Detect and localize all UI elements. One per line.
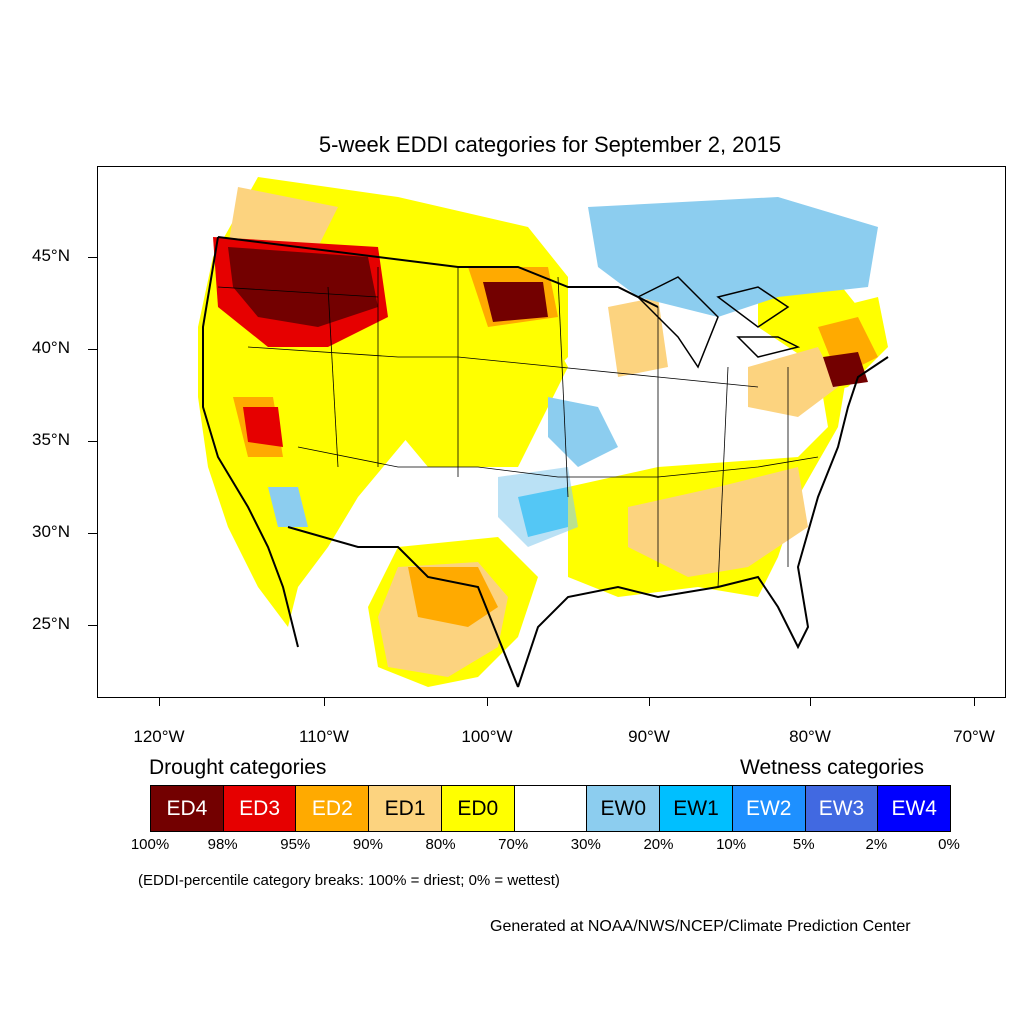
lon-tick-80w: [810, 697, 811, 706]
us-outline: [202, 236, 889, 688]
percentile-label: 70%: [498, 836, 529, 853]
lon-label-110w: 110°W: [299, 727, 349, 746]
lon-tick-100w: [487, 697, 488, 706]
legend-swatch-ew0: EW0: [587, 786, 661, 831]
eddi-map: [97, 166, 1006, 698]
category-fields: [198, 177, 888, 687]
lat-label-25: 25°N: [32, 614, 70, 633]
legend-swatch-normal: [514, 786, 588, 831]
percentile-label: 20%: [643, 836, 674, 853]
legend-swatch-ed0: ED0: [441, 786, 515, 831]
lat-label-35: 35°N: [32, 430, 70, 449]
percentile-label: 0%: [938, 836, 960, 853]
region-ed1-great-lakes: [608, 297, 668, 377]
lat-label-40: 40°N: [32, 338, 70, 357]
region-ed4-northwest: [228, 247, 378, 327]
region-ew0-oklahoma: [498, 467, 578, 547]
lon-tick-110w: [324, 697, 325, 706]
state-borders: [217, 267, 819, 588]
region-ed4-dakotas: [483, 282, 548, 322]
percentile-label: 80%: [425, 836, 456, 853]
lat-tick-25: [88, 625, 97, 626]
drought-heading: Drought categories: [149, 756, 327, 779]
lat-tick-35: [88, 441, 97, 442]
region-ew0-southwest: [268, 487, 308, 527]
lat-tick-30: [88, 533, 97, 534]
lat-tick-40: [88, 349, 97, 350]
lon-label-80w: 80°W: [789, 727, 831, 746]
lon-tick-120w: [159, 697, 160, 706]
percentile-label: 10%: [716, 836, 747, 853]
lon-label-90w: 90°W: [628, 727, 670, 746]
legend-swatch-ew4: EW4: [878, 786, 951, 831]
lat-label-45: 45°N: [32, 246, 70, 265]
lon-label-100w: 100°W: [461, 727, 513, 746]
percentile-label: 98%: [207, 836, 238, 853]
percentile-label: 100%: [130, 836, 170, 853]
percentile-label: 90%: [352, 836, 383, 853]
region-ed2-texas: [408, 567, 498, 627]
region-ed3-california: [243, 407, 283, 447]
percentile-label: 95%: [280, 836, 311, 853]
category-note: (EDDI-percentile category breaks: 100% =…: [138, 872, 560, 889]
lat-label-30: 30°N: [32, 522, 70, 541]
legend-swatch-ed1: ED1: [369, 786, 442, 831]
region-ed0-plains: [378, 277, 568, 467]
lon-tick-70w: [974, 697, 975, 706]
percentile-label: 30%: [570, 836, 601, 853]
region-ew0-midwest: [548, 397, 618, 467]
wetness-heading: Wetness categories: [740, 756, 925, 779]
legend-swatch-ed2: ED2: [296, 786, 370, 831]
legend-colorbar: ED4 ED3 ED2 ED1 ED0 EW0 EW1 EW2 EW3 EW4: [150, 785, 951, 832]
lat-tick-45: [88, 257, 97, 258]
legend-swatch-ew3: EW3: [805, 786, 879, 831]
legend-swatch-ed3: ED3: [223, 786, 297, 831]
credit-text: Generated at NOAA/NWS/NCEP/Climate Predi…: [490, 918, 911, 935]
legend-swatch-ew2: EW2: [732, 786, 806, 831]
region-ed1-ohio: [748, 347, 838, 417]
legend-swatch-ed4: ED4: [151, 786, 224, 831]
region-ew0-canada: [588, 197, 878, 317]
eddi-map-canvas: [198, 177, 889, 688]
region-ed1-southeast: [628, 467, 808, 577]
percentile-label: 2%: [865, 836, 888, 853]
percentile-label: 5%: [792, 836, 815, 853]
legend-swatch-ew1: EW1: [660, 786, 733, 831]
lon-tick-90w: [649, 697, 650, 706]
map-title: 5-week EDDI categories for September 2, …: [318, 132, 782, 157]
lon-label-70w: 70°W: [953, 727, 995, 746]
lon-label-120w: 120°W: [133, 727, 185, 746]
